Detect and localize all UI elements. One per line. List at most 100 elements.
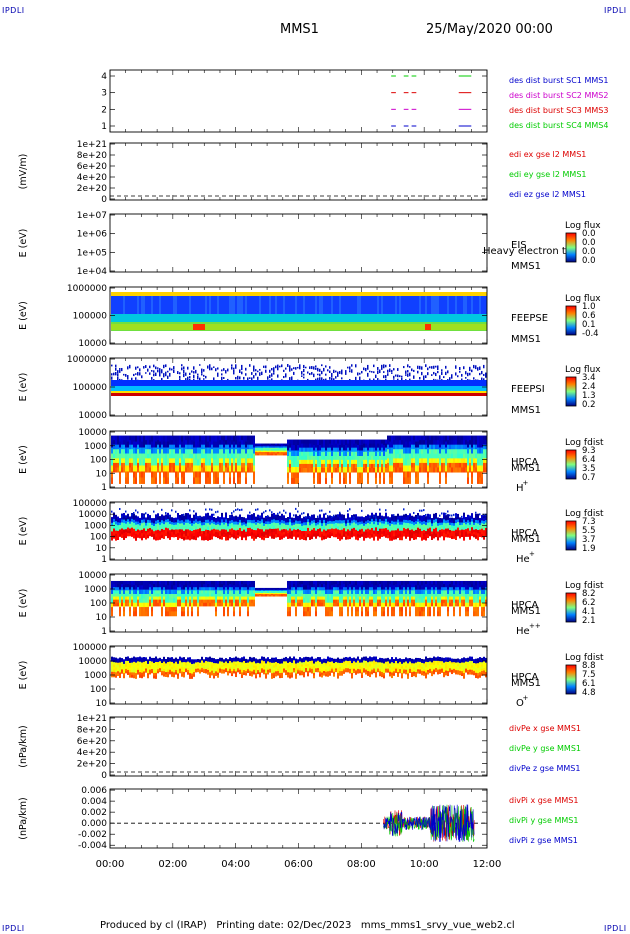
colorbar-tick-label: 1.3 <box>582 391 596 401</box>
x-tick-label: 02:00 <box>158 859 187 870</box>
colorbar-tick-label: 9.3 <box>582 446 596 456</box>
colorbar-tick-label: 4.1 <box>582 607 596 617</box>
y-tick-label: 1000000 <box>67 284 107 294</box>
colorbar-tick-label: 3.4 <box>582 373 596 383</box>
corner-label-top-left: IPDLI <box>2 6 25 15</box>
y-tick-label: 10 <box>96 544 108 554</box>
colorbar-scale <box>565 305 577 336</box>
panel-instrument-label: FEEPSE <box>511 313 548 324</box>
colorbar-tick-label: 7.5 <box>582 670 596 680</box>
panel-instrument-label: HPCA <box>511 457 539 468</box>
colorbar-tick-label: 0.6 <box>582 311 596 321</box>
species-charge: + <box>529 550 535 558</box>
y-tick-label: 0 <box>101 195 107 205</box>
panel-spacecraft-label: MMS1 <box>511 606 541 617</box>
panel-frame <box>109 142 488 201</box>
y-tick-label: 1e+05 <box>77 248 107 258</box>
y-tick-label: 1000 <box>84 521 107 531</box>
y-tick-label: -0.002 <box>78 830 107 840</box>
corner-label-bottom-right: IPDLI <box>604 924 627 933</box>
y-tick-label: 10000 <box>78 657 107 667</box>
y-tick-label: 1 <box>101 555 107 565</box>
x-tick-label: 04:00 <box>221 859 250 870</box>
colorbar-tick-label: 0.0 <box>582 247 596 257</box>
panel-instrument-label: HPCA <box>511 672 539 683</box>
colorbar-title: Log flux <box>565 221 601 231</box>
legend-entry: divPe y gse MMS1 <box>509 744 581 753</box>
species-charge: + <box>523 479 529 487</box>
panel-spacecraft-label: MMS1 <box>511 534 541 545</box>
y-tick-label: 8e+20 <box>77 725 108 735</box>
y-tick-label: 100000 <box>73 499 108 509</box>
panel-edi: edi ex gse l2 MMS1 edi ey gse l2 MMS1 edi … <box>18 140 587 205</box>
colorbar-tick-label: 1.9 <box>582 544 596 554</box>
species-label: He <box>516 626 530 637</box>
colorbar-title: Log fdist <box>565 509 604 519</box>
legend-entry: edi ex gse l2 MMS1 <box>509 150 586 159</box>
panel-frame <box>109 69 488 133</box>
legend-entry: edi ez gse l2 MMS1 <box>509 190 586 199</box>
y-tick-label: 0.004 <box>81 797 107 807</box>
colorbar-tick-label: 3.5 <box>582 464 596 474</box>
legend-entry: edi ey gse l2 MMS1 <box>509 170 587 179</box>
corner-label-top-right: IPDLI <box>604 6 627 15</box>
colorbar-scale <box>565 449 577 480</box>
panel-divpe: divPe x gse MMS1 divPe y gse MMS1 divPe z … <box>18 714 581 781</box>
legend-entry: des dist burst SC4 MMS4 <box>509 121 608 130</box>
panel-burst: des dist burst SC1 MMS1 des dist burst SC… <box>101 69 608 133</box>
colorbar-tick-label: 0.0 <box>582 238 596 248</box>
panel-frame <box>109 213 488 273</box>
y-axis-label: (nPa/km) <box>18 725 29 768</box>
y-tick-label: 10 <box>96 699 108 709</box>
y-tick-label: -0.004 <box>78 841 107 851</box>
y-tick-label: 1 <box>101 122 107 132</box>
y-tick-label: 10 <box>96 469 108 479</box>
y-tick-label: 0.000 <box>81 819 107 829</box>
colorbar-tick-label: 0.0 <box>582 229 596 239</box>
panel-instrument-label: HPCA <box>511 600 539 611</box>
y-tick-label: 1000 <box>84 585 107 595</box>
legend-entry: des dist burst SC3 MMS3 <box>509 106 608 115</box>
series-line <box>383 804 475 842</box>
y-tick-label: 2 <box>101 105 107 115</box>
x-tick-label: 08:00 <box>347 859 376 870</box>
colorbar-tick-label: 2.4 <box>582 382 596 392</box>
panel-spacecraft-label: MMS1 <box>511 678 541 689</box>
corner-label-bottom-left: IPDLI <box>2 924 25 933</box>
y-tick-label: 4e+20 <box>77 173 108 183</box>
y-axis-label: (mV/m) <box>18 154 29 190</box>
y-tick-label: 1000000 <box>67 355 107 365</box>
y-tick-label: 1 <box>101 483 107 493</box>
colorbar-title: Log fdist <box>565 581 604 591</box>
panel-instrument-label: EIS <box>511 240 527 251</box>
species-label: H <box>516 483 524 494</box>
y-tick-label: 4e+20 <box>77 748 108 758</box>
y-tick-label: 0.002 <box>81 808 107 818</box>
x-tick-label: 06:00 <box>284 859 313 870</box>
legend-entry: divPi x gse MMS1 <box>509 796 578 805</box>
y-tick-label: 10000 <box>78 571 107 581</box>
colorbar-scale <box>565 232 577 263</box>
species-charge: + <box>523 694 529 702</box>
panel-overflow-label: Heavy electron ts <box>483 246 571 257</box>
panel-spacecraft-label: MMS1 <box>511 405 541 416</box>
colorbar-tick-label: 1.0 <box>582 302 596 312</box>
y-tick-label: 100 <box>90 599 107 609</box>
colorbar-scale <box>565 592 577 623</box>
y-tick-label: 1 <box>101 627 107 637</box>
y-axis-label: E (eV) <box>18 517 29 546</box>
y-tick-label: 1e+07 <box>77 211 107 221</box>
y-tick-label: 1000 <box>84 442 107 452</box>
y-tick-label: 4 <box>101 72 107 82</box>
panel-spacecraft-label: MMS1 <box>511 463 541 474</box>
colorbar-tick-label: 2.1 <box>582 616 596 626</box>
panel-instrument-label: HPCA <box>511 528 539 539</box>
y-axis-label: E (eV) <box>18 373 29 402</box>
